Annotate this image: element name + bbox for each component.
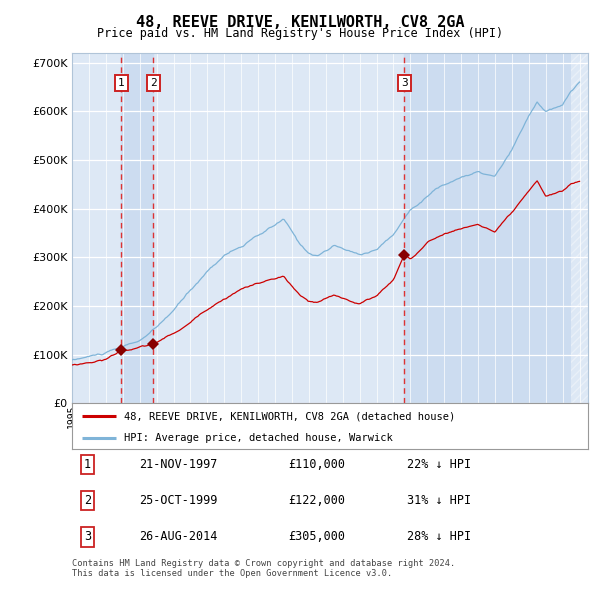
Text: £122,000: £122,000	[289, 494, 346, 507]
Text: 2: 2	[84, 494, 91, 507]
Text: 1: 1	[118, 78, 124, 88]
Text: 25-OCT-1999: 25-OCT-1999	[139, 494, 217, 507]
Bar	[404, 53, 588, 403]
Text: £110,000: £110,000	[289, 458, 346, 471]
Text: 31% ↓ HPI: 31% ↓ HPI	[407, 494, 472, 507]
Text: HPI: Average price, detached house, Warwick: HPI: Average price, detached house, Warw…	[124, 432, 392, 442]
Text: 2: 2	[150, 78, 157, 88]
Text: 3: 3	[401, 78, 408, 88]
Text: This data is licensed under the Open Government Licence v3.0.: This data is licensed under the Open Gov…	[72, 569, 392, 578]
Text: 22% ↓ HPI: 22% ↓ HPI	[407, 458, 472, 471]
Text: 21-NOV-1997: 21-NOV-1997	[139, 458, 217, 471]
Text: £305,000: £305,000	[289, 530, 346, 543]
Bar	[571, 53, 588, 403]
Text: 48, REEVE DRIVE, KENILWORTH, CV8 2GA (detached house): 48, REEVE DRIVE, KENILWORTH, CV8 2GA (de…	[124, 411, 455, 421]
Text: 3: 3	[84, 530, 91, 543]
Text: 26-AUG-2014: 26-AUG-2014	[139, 530, 217, 543]
Text: 1: 1	[84, 458, 91, 471]
Text: 48, REEVE DRIVE, KENILWORTH, CV8 2GA: 48, REEVE DRIVE, KENILWORTH, CV8 2GA	[136, 15, 464, 30]
Text: Contains HM Land Registry data © Crown copyright and database right 2024.: Contains HM Land Registry data © Crown c…	[72, 559, 455, 568]
Bar	[121, 53, 153, 403]
Text: Price paid vs. HM Land Registry's House Price Index (HPI): Price paid vs. HM Land Registry's House …	[97, 27, 503, 40]
Text: 28% ↓ HPI: 28% ↓ HPI	[407, 530, 472, 543]
